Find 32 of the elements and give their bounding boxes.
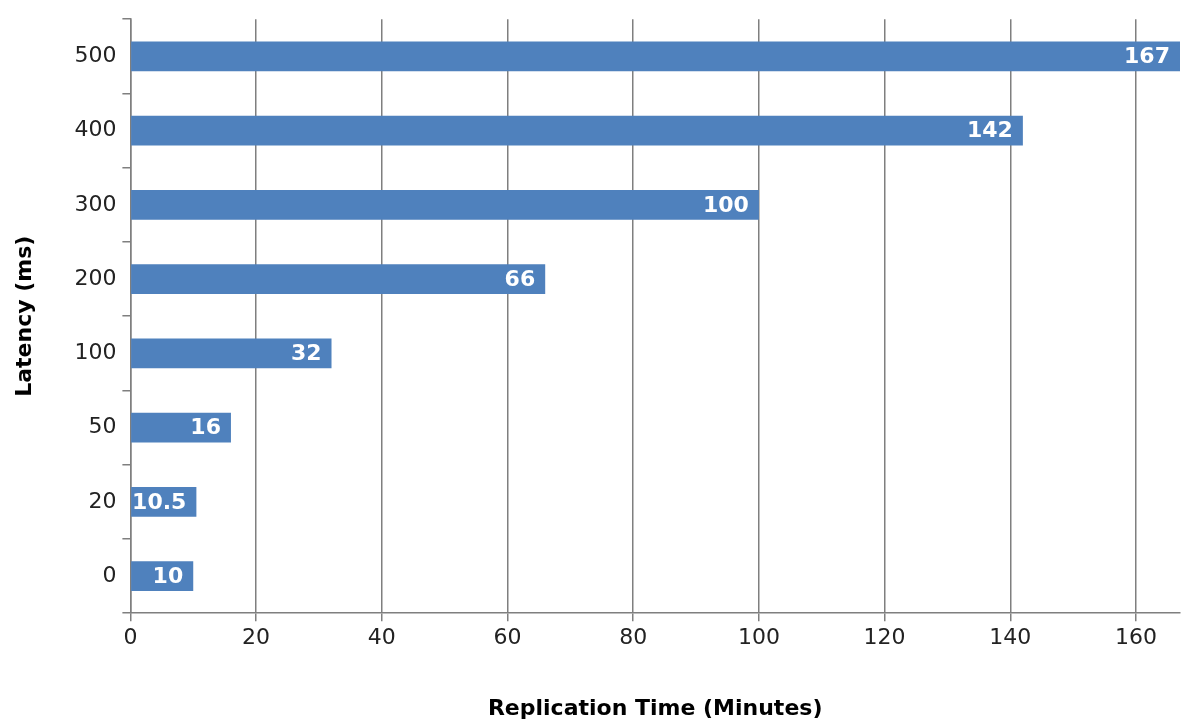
y-tick-label: 300 [74,190,117,216]
y-tick-label: 200 [74,264,117,290]
y-tick-label: 20 [88,487,117,513]
x-tick-label: 140 [989,624,1032,650]
x-tick-label: 0 [123,624,138,650]
y-tick-label: 100 [74,339,117,365]
x-tick-label: 40 [367,624,396,650]
x-tick-label: 20 [242,624,271,650]
bar [131,41,1180,72]
y-tick-label: 0 [102,561,117,587]
x-tick-label: 80 [619,624,648,650]
x-axis-title: Replication Time (Minutes) [487,694,823,720]
data-label: 16 [190,414,221,440]
data-label: 167 [1124,43,1170,69]
data-label: 100 [702,191,749,217]
bar [131,115,1023,146]
data-label: 10.5 [132,488,187,514]
x-tick-label: 60 [493,624,522,650]
x-tick-label: 160 [1115,624,1157,650]
x-tick-label: 100 [737,624,780,650]
bar [131,189,759,220]
y-tick-label: 400 [74,116,117,142]
data-label: 32 [290,340,322,366]
data-label: 10 [152,562,184,588]
x-tick-label: 120 [863,624,906,650]
data-label: 66 [504,265,536,291]
y-axis-title: Latency (ms) [10,235,36,397]
y-tick-label: 500 [74,42,117,68]
bar [131,264,546,294]
data-label: 142 [966,117,1013,143]
y-tick-label: 50 [88,413,117,439]
bar [131,338,332,369]
